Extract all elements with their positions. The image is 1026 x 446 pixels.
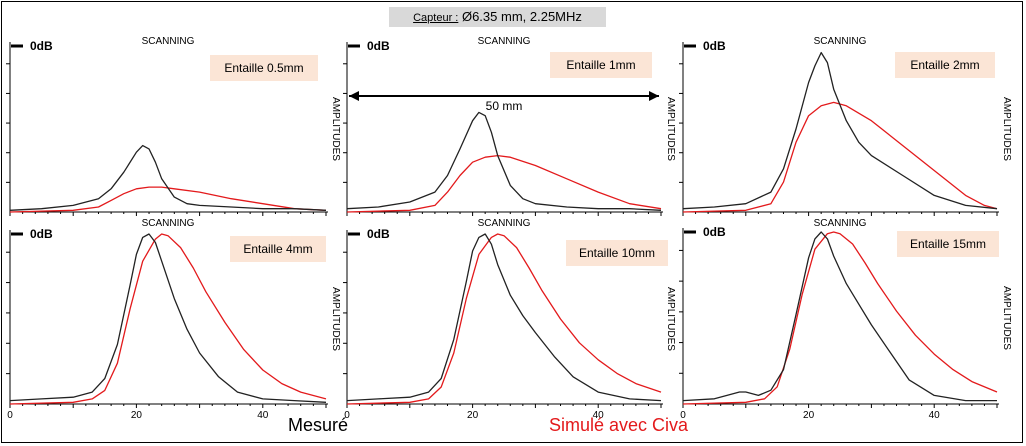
series-line-simulated	[682, 231, 998, 405]
x-axis-title: SCANNING	[142, 218, 195, 229]
y-axis-title: AMPLITUDES	[1001, 286, 1012, 350]
title-badge	[230, 236, 326, 262]
zero-db-label: 0dB	[703, 225, 726, 239]
chart-title: Entaille 1mm	[566, 58, 635, 72]
y-axis-title: AMPLITUDES	[330, 97, 341, 161]
x-tick-label: 40	[593, 410, 605, 421]
x-tick-label: 0	[344, 410, 350, 421]
chart-title: Entaille 4mm	[243, 242, 312, 256]
x-axis-title: SCANNING	[814, 36, 867, 47]
zero-db-label: 0dB	[367, 39, 390, 53]
x-tick-label: 20	[803, 410, 815, 421]
capteur-label: Capteur :	[413, 12, 459, 24]
zero-db-label: 0dB	[30, 227, 53, 241]
series-line-measured	[346, 233, 662, 402]
chart-title: Entaille 0.5mm	[224, 61, 303, 75]
title-badge	[210, 55, 318, 81]
zero-db-label: 0dB	[703, 39, 726, 53]
y-axis-title: AMPLITUDES	[665, 97, 676, 161]
probe-caption: Capteur : Ø6.35 mm, 2.25MHz	[389, 7, 606, 27]
chart-title: Entaille 15mm	[910, 237, 986, 251]
x-tick-label: 40	[257, 410, 269, 421]
chart-title: Entaille 2mm	[910, 58, 979, 72]
x-axis-title: SCANNING	[478, 218, 531, 229]
x-axis-title: SCANNING	[814, 218, 867, 229]
zero-db-label: 0dB	[367, 227, 390, 241]
legend-simulated: Simulé avec Civa	[549, 415, 689, 435]
x-tick-label: 0	[680, 410, 686, 421]
series-line-measured	[9, 144, 327, 211]
x-axis-title: SCANNING	[142, 36, 195, 47]
dimension-arrow-right-head	[649, 91, 659, 101]
x-tick-label: 0	[7, 410, 13, 421]
series-line-simulated	[9, 233, 327, 405]
series-line-simulated	[346, 154, 662, 213]
legend-measured: Mesuré	[288, 415, 349, 435]
y-axis-title: AMPLITUDES	[665, 287, 676, 351]
dimension-label: 50 mm	[486, 99, 523, 113]
series-line-simulated	[9, 186, 327, 213]
title-badge	[550, 52, 652, 78]
series-line-measured	[346, 111, 662, 211]
series-line-measured	[682, 231, 997, 402]
series-line-simulated	[682, 101, 998, 213]
y-axis-title: AMPLITUDES	[330, 287, 341, 351]
chart-title: Entaille 10mm	[579, 246, 655, 260]
title-badge	[895, 52, 995, 78]
y-axis-title: AMPLITUDES	[1001, 97, 1012, 161]
x-tick-label: 40	[929, 410, 941, 421]
x-tick-label: 20	[131, 410, 143, 421]
series-line-measured	[9, 233, 327, 403]
capteur-value: Ø6.35 mm, 2.25MHz	[461, 9, 582, 24]
x-axis-title: SCANNING	[478, 36, 531, 47]
zero-db-label: 0dB	[30, 39, 53, 53]
dimension-arrow-left-head	[349, 91, 359, 101]
title-badge	[897, 231, 999, 257]
x-tick-label: 20	[467, 410, 479, 421]
series-line-measured	[682, 51, 998, 210]
title-badge	[566, 240, 668, 266]
series-line-simulated	[346, 233, 662, 405]
